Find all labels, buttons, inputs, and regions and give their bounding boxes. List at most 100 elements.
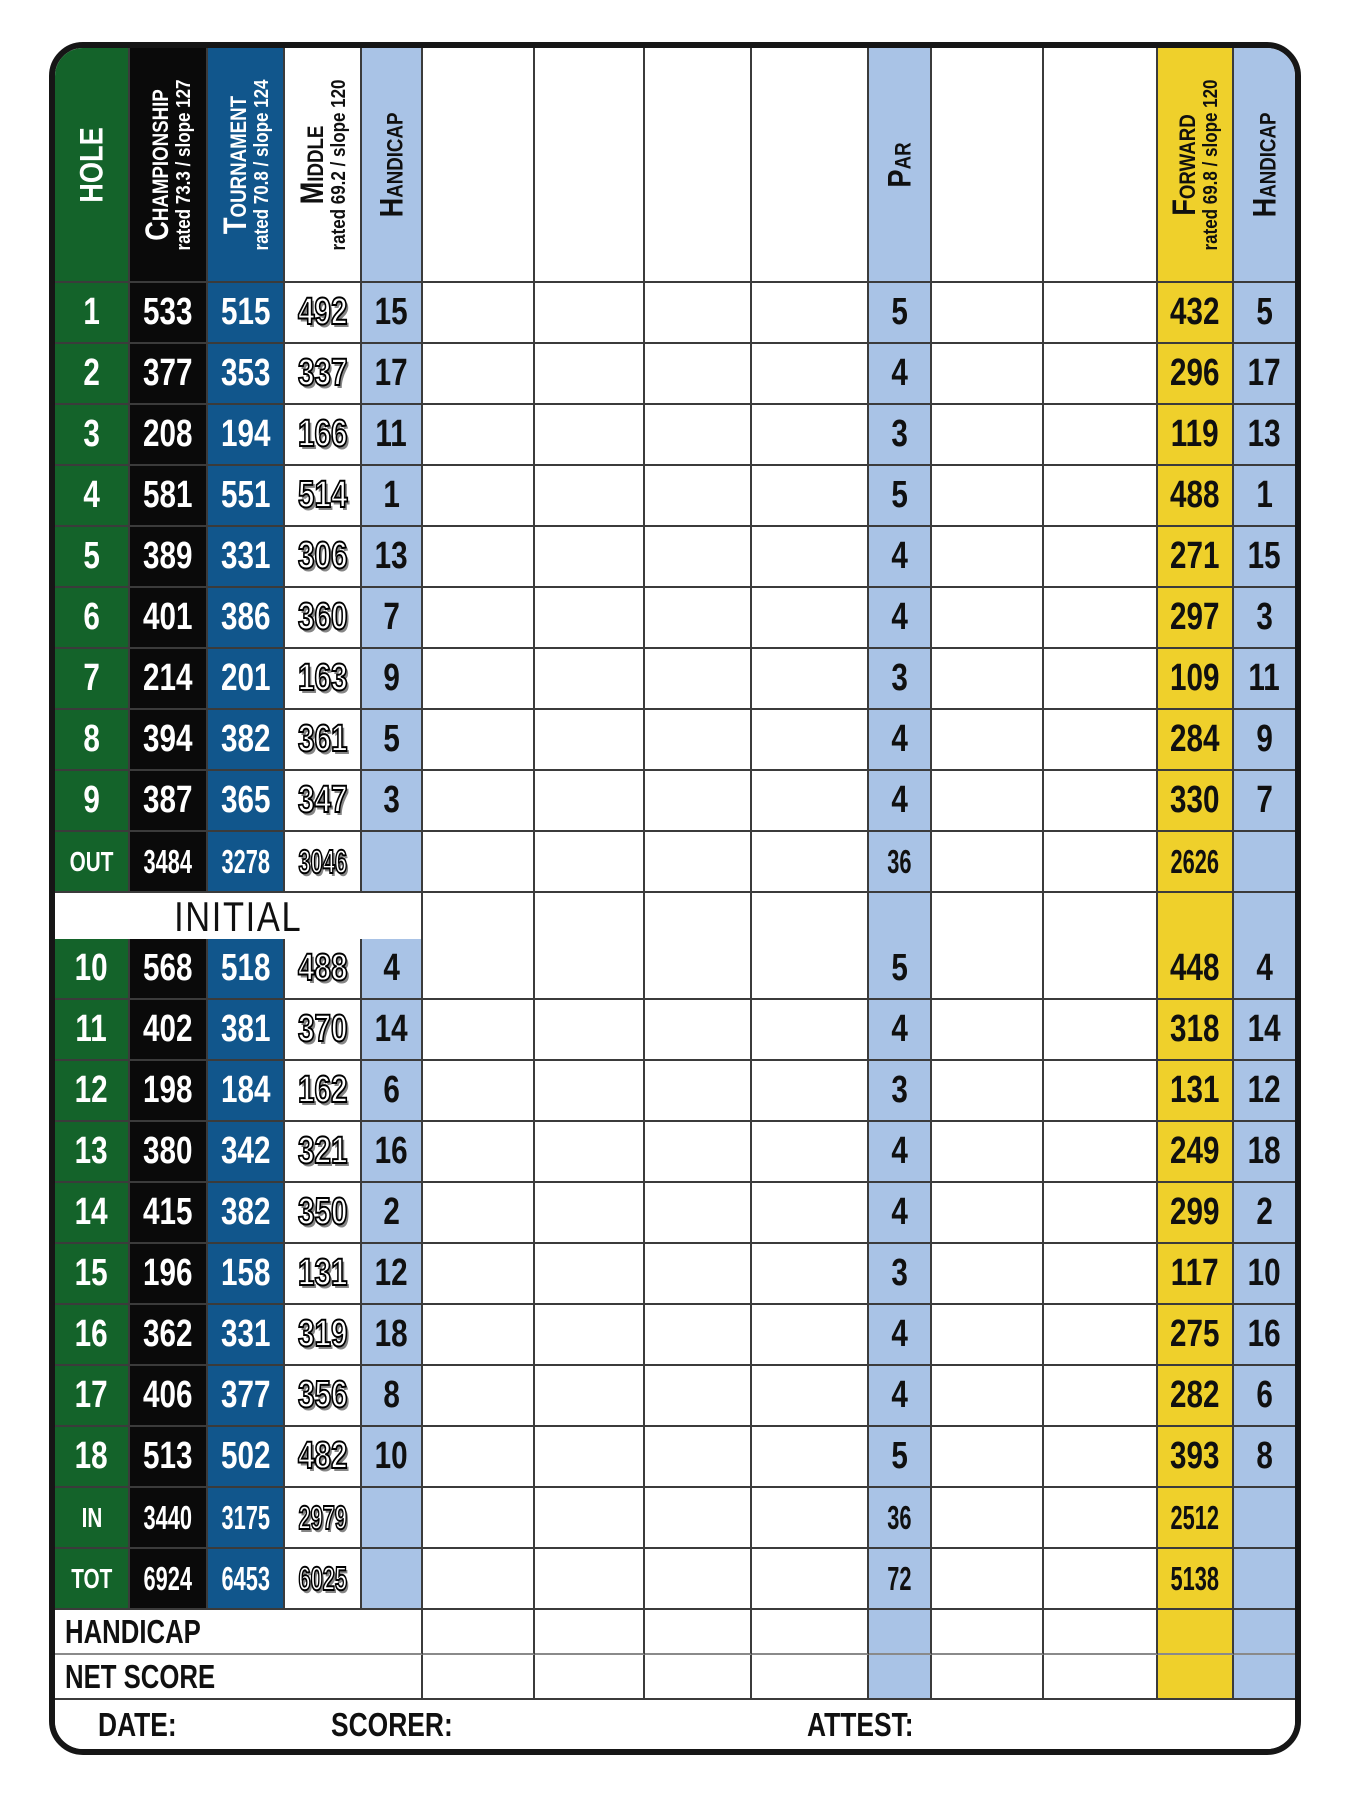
score-cell[interactable] <box>645 1610 752 1655</box>
score-cell[interactable] <box>752 1305 869 1366</box>
score-cell[interactable] <box>752 939 869 1000</box>
score-cell[interactable] <box>535 405 645 466</box>
score-cell[interactable] <box>645 405 752 466</box>
score-cell[interactable] <box>535 527 645 588</box>
score-cell[interactable] <box>423 771 535 832</box>
score-cell[interactable] <box>645 588 752 649</box>
score-cell[interactable] <box>1044 1305 1158 1366</box>
score-cell[interactable] <box>1044 893 1158 943</box>
score-cell[interactable] <box>645 1183 752 1244</box>
score-cell[interactable] <box>535 939 645 1000</box>
score-cell[interactable] <box>932 1244 1044 1305</box>
score-cell[interactable] <box>752 893 869 943</box>
score-cell[interactable] <box>645 1655 752 1700</box>
score-cell[interactable] <box>1044 1000 1158 1061</box>
score-cell[interactable] <box>645 1000 752 1061</box>
score-cell[interactable] <box>423 1061 535 1122</box>
score-cell[interactable] <box>932 1061 1044 1122</box>
score-cell[interactable] <box>932 939 1044 1000</box>
score-cell[interactable] <box>535 1610 645 1655</box>
score-cell[interactable] <box>645 832 752 893</box>
score-cell[interactable] <box>535 1122 645 1183</box>
score-cell[interactable] <box>932 1488 1044 1549</box>
score-cell[interactable] <box>1044 527 1158 588</box>
score-cell[interactable] <box>423 1610 535 1655</box>
score-cell[interactable] <box>535 832 645 893</box>
score-cell[interactable] <box>535 1549 645 1610</box>
score-cell[interactable] <box>535 1305 645 1366</box>
score-cell[interactable] <box>752 771 869 832</box>
score-cell[interactable] <box>423 588 535 649</box>
score-cell[interactable] <box>423 939 535 1000</box>
score-cell[interactable] <box>1044 1427 1158 1488</box>
score-cell[interactable] <box>423 649 535 710</box>
score-cell[interactable] <box>932 283 1044 344</box>
score-cell[interactable] <box>423 1549 535 1610</box>
score-cell[interactable] <box>645 939 752 1000</box>
score-cell[interactable] <box>752 527 869 588</box>
score-cell[interactable] <box>752 1122 869 1183</box>
score-cell[interactable] <box>535 283 645 344</box>
score-cell[interactable] <box>932 710 1044 771</box>
score-cell[interactable] <box>752 1061 869 1122</box>
score-cell[interactable] <box>423 1000 535 1061</box>
score-cell[interactable] <box>1044 939 1158 1000</box>
score-cell[interactable] <box>423 1427 535 1488</box>
score-cell[interactable] <box>535 1655 645 1700</box>
score-cell[interactable] <box>423 832 535 893</box>
score-cell[interactable] <box>535 1427 645 1488</box>
score-cell[interactable] <box>535 588 645 649</box>
score-cell[interactable] <box>423 710 535 771</box>
score-cell[interactable] <box>645 466 752 527</box>
score-cell[interactable] <box>535 1244 645 1305</box>
score-cell[interactable] <box>535 710 645 771</box>
score-cell[interactable] <box>1044 1610 1158 1655</box>
score-cell[interactable] <box>535 1366 645 1427</box>
score-cell[interactable] <box>535 1061 645 1122</box>
score-cell[interactable] <box>535 893 645 943</box>
score-cell[interactable] <box>423 1122 535 1183</box>
score-cell[interactable] <box>1044 1061 1158 1122</box>
score-cell[interactable] <box>535 649 645 710</box>
score-cell[interactable] <box>1044 1366 1158 1427</box>
score-cell[interactable] <box>932 344 1044 405</box>
score-cell[interactable] <box>1044 283 1158 344</box>
score-cell[interactable] <box>535 1183 645 1244</box>
score-cell[interactable] <box>423 1183 535 1244</box>
score-cell[interactable] <box>1044 405 1158 466</box>
score-cell[interactable] <box>932 649 1044 710</box>
score-cell[interactable] <box>752 1655 869 1700</box>
score-cell[interactable] <box>932 1549 1044 1610</box>
score-cell[interactable] <box>423 1366 535 1427</box>
score-cell[interactable] <box>645 1305 752 1366</box>
score-cell[interactable] <box>932 1122 1044 1183</box>
score-cell[interactable] <box>645 344 752 405</box>
score-cell[interactable] <box>1044 588 1158 649</box>
score-cell[interactable] <box>423 344 535 405</box>
score-cell[interactable] <box>932 1366 1044 1427</box>
score-cell[interactable] <box>752 1488 869 1549</box>
score-cell[interactable] <box>752 344 869 405</box>
score-cell[interactable] <box>932 771 1044 832</box>
score-cell[interactable] <box>752 1183 869 1244</box>
score-cell[interactable] <box>752 649 869 710</box>
score-cell[interactable] <box>752 405 869 466</box>
score-cell[interactable] <box>645 1488 752 1549</box>
score-cell[interactable] <box>932 588 1044 649</box>
score-cell[interactable] <box>932 405 1044 466</box>
score-cell[interactable] <box>535 1000 645 1061</box>
score-cell[interactable] <box>932 466 1044 527</box>
score-cell[interactable] <box>535 771 645 832</box>
score-cell[interactable] <box>645 771 752 832</box>
score-cell[interactable] <box>752 832 869 893</box>
score-cell[interactable] <box>423 1244 535 1305</box>
score-cell[interactable] <box>423 1305 535 1366</box>
score-cell[interactable] <box>1044 466 1158 527</box>
score-cell[interactable] <box>1044 1122 1158 1183</box>
score-cell[interactable] <box>752 1366 869 1427</box>
score-cell[interactable] <box>645 1244 752 1305</box>
score-cell[interactable] <box>752 283 869 344</box>
score-cell[interactable] <box>423 466 535 527</box>
score-cell[interactable] <box>932 1427 1044 1488</box>
score-cell[interactable] <box>645 710 752 771</box>
